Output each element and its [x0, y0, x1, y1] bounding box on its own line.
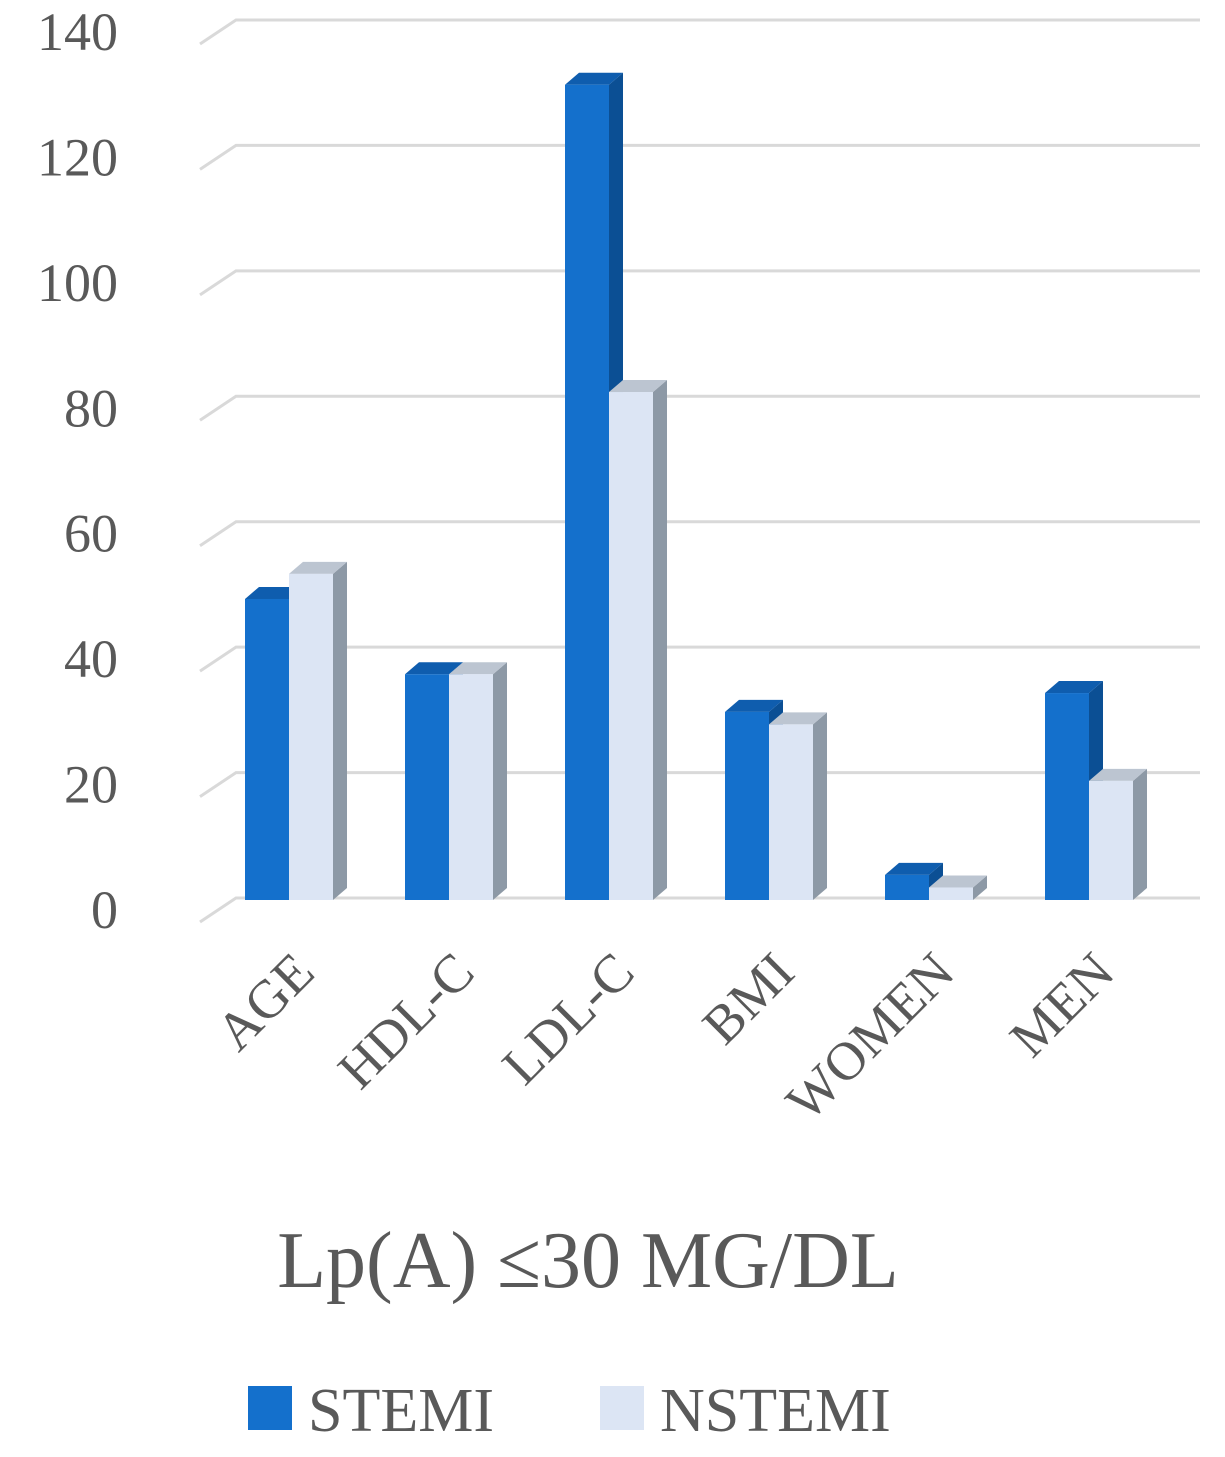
y-tick-label: 100: [37, 253, 118, 313]
y-tick-label: 120: [37, 127, 118, 187]
bar-top: [769, 712, 827, 725]
gridline: [199, 645, 1200, 673]
bar-nstemi-men: [1089, 768, 1147, 900]
bar-side: [333, 561, 347, 900]
y-tick-label: 140: [37, 2, 118, 62]
bar-front: [929, 887, 973, 900]
bars: [245, 72, 1147, 900]
y-tick-label: 0: [91, 880, 118, 940]
bar-front: [769, 724, 813, 900]
gridlines: [199, 18, 1200, 924]
y-tick-label: 40: [64, 629, 118, 689]
gridline: [199, 520, 1200, 547]
x-category-label: HDL-C: [326, 941, 485, 1100]
x-category-label: LDL-C: [491, 941, 646, 1096]
y-tick-label: 80: [64, 378, 118, 438]
legend-swatch-stemi: [248, 1386, 292, 1430]
bar-front: [449, 674, 493, 900]
bar-front: [245, 598, 289, 900]
bar-top: [929, 875, 987, 888]
bar-stemi-bmi: [725, 699, 783, 900]
bar-top: [1089, 768, 1147, 781]
bar-front: [725, 711, 769, 900]
gridline: [199, 18, 1200, 46]
bar-top: [885, 862, 943, 875]
bar-side: [973, 875, 987, 900]
legend-label-nstemi: NSTEMI: [660, 1377, 891, 1445]
bar-front: [1089, 780, 1133, 900]
legend: STEMI NSTEMI: [248, 1377, 891, 1445]
bar-side: [653, 380, 667, 900]
gridline: [199, 896, 1200, 924]
bar-front: [289, 573, 333, 900]
bar-side: [1133, 768, 1147, 900]
bar-nstemi-age: [289, 561, 347, 900]
gridline: [199, 269, 1200, 297]
bar-side: [493, 662, 507, 900]
bar-side: [813, 712, 827, 900]
y-axis-tick-labels: 0 20 40 60 80 100 120 140: [37, 2, 118, 940]
y-tick-label: 60: [64, 504, 118, 564]
bar-top: [449, 662, 507, 675]
bar-nstemi-women: [929, 875, 987, 900]
bar-top: [565, 72, 623, 85]
bar-top: [725, 699, 783, 712]
chart-title: Lp(A) ≤30 MG/DL: [277, 1217, 899, 1305]
gridline: [199, 771, 1200, 798]
bar-front: [609, 392, 653, 900]
bar-nstemi-ldl-c: [609, 380, 667, 900]
legend-swatch-nstemi: [600, 1386, 644, 1430]
bar-front: [565, 84, 609, 900]
x-category-label: AGE: [205, 941, 326, 1062]
x-category-label: BMI: [691, 941, 806, 1056]
bar-nstemi-bmi: [769, 712, 827, 900]
gridline: [199, 143, 1200, 171]
bar-top: [1045, 681, 1103, 694]
bar-top: [609, 380, 667, 393]
bar-top: [245, 586, 303, 599]
legend-label-stemi: STEMI: [308, 1377, 494, 1445]
bar-front: [885, 874, 929, 900]
bar-front: [405, 674, 449, 900]
x-category-label: MEN: [998, 941, 1125, 1068]
bar-nstemi-hdl-c: [449, 662, 507, 900]
bar-top: [405, 662, 463, 675]
y-tick-label: 20: [64, 755, 118, 815]
bar-front: [1045, 693, 1089, 900]
bar-top: [289, 561, 347, 574]
gridline: [199, 394, 1200, 422]
x-category-label: WOMEN: [775, 941, 966, 1132]
